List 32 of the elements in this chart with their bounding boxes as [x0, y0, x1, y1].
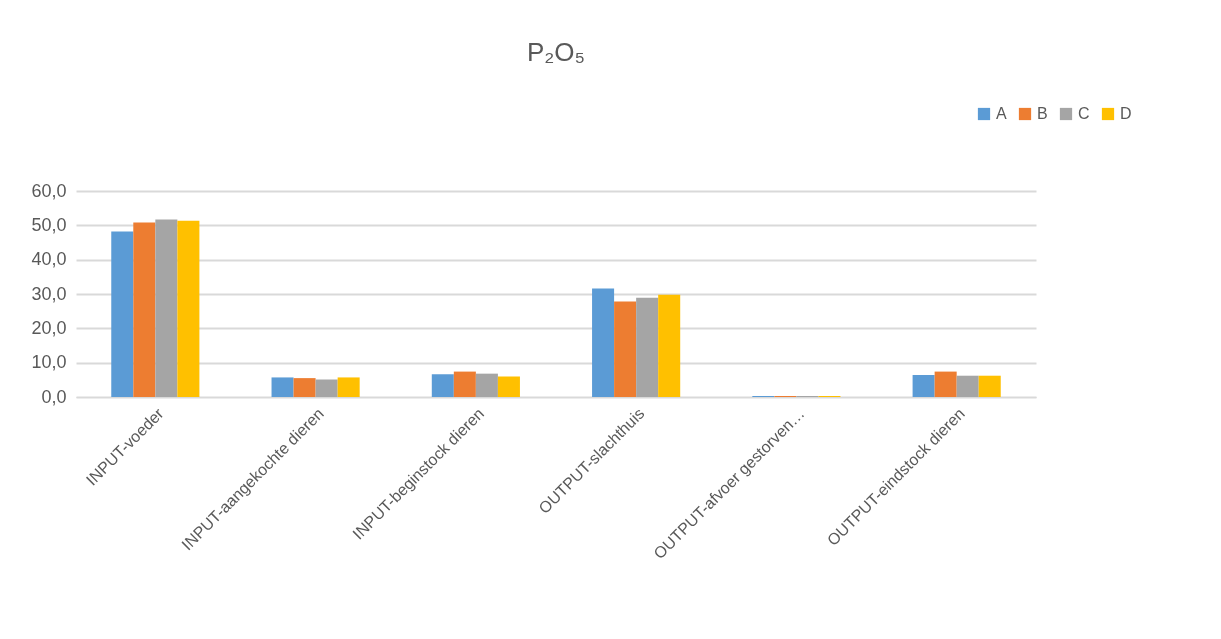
bar — [592, 288, 615, 397]
bar — [315, 379, 338, 397]
bar — [133, 222, 156, 397]
y-tick-label: 40,0 — [31, 249, 67, 270]
bar — [271, 377, 294, 397]
y-tick-label: 20,0 — [31, 317, 67, 338]
bar — [337, 377, 360, 397]
bar — [431, 374, 454, 397]
legend-label: B — [1037, 105, 1048, 122]
legend-label: A — [996, 105, 1007, 122]
y-tick-label: 0,0 — [41, 386, 67, 407]
bar — [658, 294, 681, 397]
bar — [978, 375, 1001, 397]
bar — [177, 220, 200, 397]
y-tick-label: 30,0 — [31, 283, 67, 304]
bar — [155, 219, 178, 397]
bar — [934, 371, 957, 397]
bar — [293, 378, 316, 397]
legend-label: C — [1078, 105, 1090, 122]
y-tick-label: 10,0 — [31, 352, 67, 373]
bar — [111, 231, 134, 397]
bar — [453, 371, 476, 397]
bar — [614, 301, 637, 397]
bar — [475, 373, 498, 397]
legend-label: D — [1120, 105, 1132, 122]
bar — [956, 375, 979, 397]
bar — [497, 376, 520, 397]
y-tick-label: 60,0 — [31, 180, 67, 201]
bar — [912, 375, 935, 397]
chart-title: P₂O₅ — [526, 37, 586, 67]
y-tick-label: 50,0 — [31, 214, 67, 235]
bar — [636, 297, 659, 397]
